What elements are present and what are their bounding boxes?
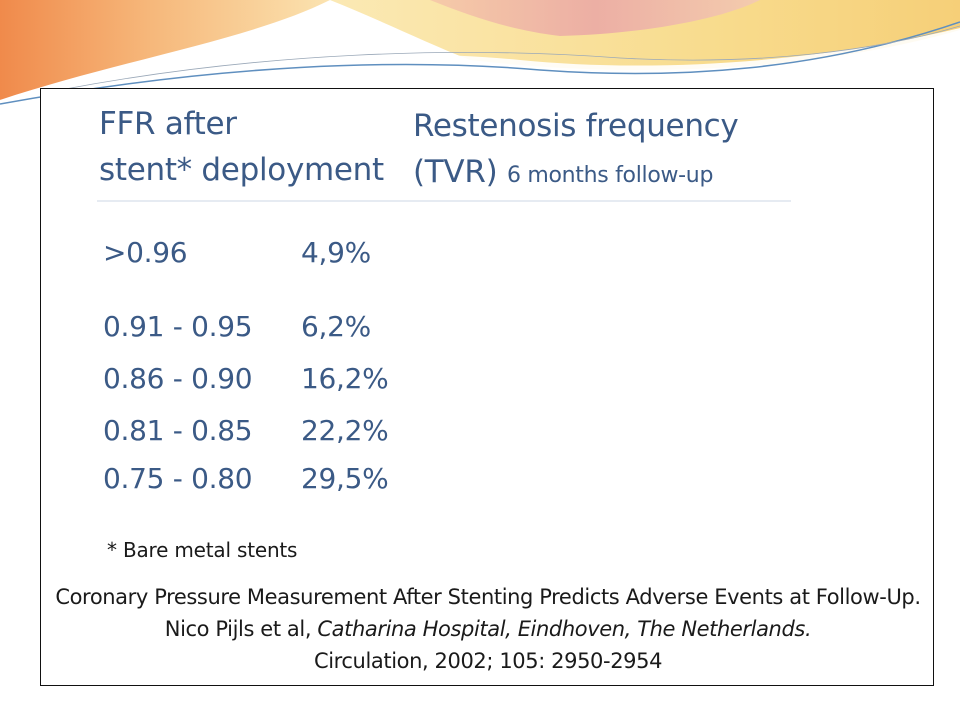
restenosis-cell: 16,2% — [301, 362, 389, 395]
table-row: 0.81 - 0.85 22,2% — [41, 411, 935, 451]
ffr-range-cell: 0.86 - 0.90 — [103, 362, 253, 395]
table-row: 0.91 - 0.95 6,2% — [41, 307, 935, 347]
swoosh-orange-band — [0, 0, 330, 100]
ffr-header-line1: FFR after — [99, 106, 237, 142]
swoosh-white-band — [0, 28, 960, 110]
decorative-swoosh-header — [0, 0, 960, 110]
restenosis-header-line2: (TVR) 6 months follow-up — [413, 149, 738, 199]
content-frame: FFR after stent* deployment Restenosis f… — [40, 88, 934, 686]
citation: Coronary Pressure Measurement After Sten… — [41, 581, 935, 677]
restenosis-cell: 29,5% — [301, 462, 389, 495]
restenosis-cell: 6,2% — [301, 310, 371, 343]
citation-journal: Circulation, 2002; 105: 2950-2954 — [313, 649, 663, 673]
footnote: * Bare metal stents — [107, 538, 298, 562]
ffr-range-cell: 0.91 - 0.95 — [103, 310, 253, 343]
citation-authors: Nico Pijls et al, — [164, 617, 312, 641]
ffr-range-cell: 0.81 - 0.85 — [103, 414, 253, 447]
ffr-range-cell: >0.96 — [103, 236, 188, 269]
table-row: 0.86 - 0.90 16,2% — [41, 359, 935, 399]
citation-title: Coronary Pressure Measurement After Sten… — [55, 585, 921, 609]
restenosis-cell: 4,9% — [301, 236, 371, 269]
table-row: >0.96 4,9% — [41, 233, 935, 273]
follow-up-label: 6 months follow-up — [506, 163, 714, 188]
restenosis-column-header: Restenosis frequency (TVR) 6 months foll… — [413, 103, 739, 199]
ffr-column-header: FFR after stent* deployment — [99, 101, 384, 193]
table-row: 0.75 - 0.80 29,5% — [41, 459, 935, 499]
swoosh-thin-line — [59, 25, 960, 91]
ffr-range-cell: 0.75 - 0.80 — [103, 462, 253, 495]
citation-authors-line: Nico Pijls et al, Catharina Hospital, Ei… — [41, 613, 935, 645]
citation-affiliation: Catharina Hospital, Eindhoven, The Nethe… — [317, 617, 812, 641]
header-divider — [97, 200, 791, 202]
restenosis-cell: 22,2% — [301, 414, 389, 447]
ffr-header-line2: stent* deployment — [99, 152, 384, 188]
swoosh-pink-band — [430, 0, 760, 36]
swoosh-blue-line — [0, 21, 960, 105]
restenosis-header-line1: Restenosis frequency — [413, 108, 739, 144]
tvr-label: (TVR) — [413, 154, 498, 190]
